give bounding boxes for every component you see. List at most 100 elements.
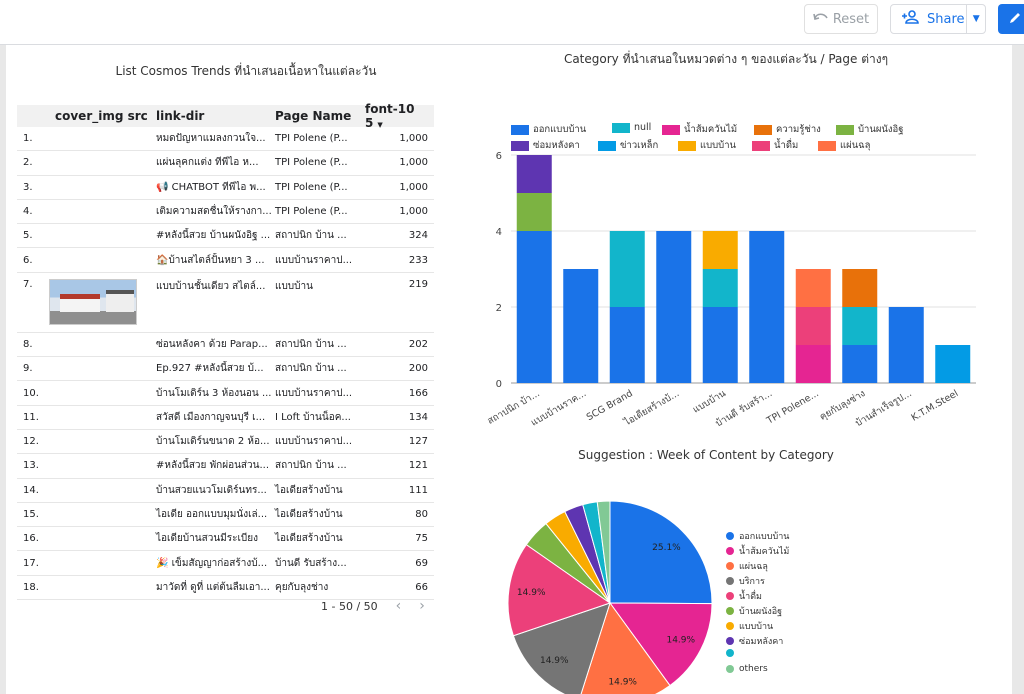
table-row[interactable]: 11. สวัสดี เมืองกาญจนบุรี เ... I Loft บ้าน… — [17, 406, 434, 430]
pie-legend-dot — [726, 592, 734, 600]
legend-item[interactable]: บ้านผนังอิฐ — [836, 122, 904, 137]
pie-slice[interactable] — [609, 602, 713, 687]
pie-legend-label: บ้านผนังอิฐ — [739, 607, 783, 617]
table-row[interactable]: 9. Ep.927 #หลังนี้สวย บ้... สถาปนิก บ้าน .… — [17, 357, 434, 382]
table-row[interactable]: 4. เติมความสดชื่นให้รางกา... TPI Polene (P… — [17, 200, 434, 225]
pie-slice[interactable] — [579, 601, 671, 694]
pie-slice[interactable] — [525, 522, 611, 604]
legend-item[interactable]: แบบบ้าน — [678, 138, 736, 153]
pie-legend-item[interactable]: บ้านผนังอิฐ — [726, 604, 782, 618]
report-canvas: List Cosmos Trends ที่นำเสนอเนื้อหาในแต่… — [6, 45, 1012, 694]
pie-slice[interactable] — [545, 510, 611, 604]
pie-slice[interactable] — [507, 543, 612, 637]
bar-segment[interactable] — [888, 307, 924, 383]
bar-segment[interactable] — [842, 345, 878, 383]
bar-segment[interactable] — [702, 231, 738, 269]
bar-segment[interactable] — [749, 231, 785, 383]
legend-swatch — [836, 124, 854, 135]
legend-item[interactable]: ออกแบบบ้าน — [511, 122, 586, 137]
pie-slice[interactable] — [582, 501, 611, 604]
pie-legend-item[interactable]: บริการ — [726, 574, 765, 588]
table-row[interactable]: 5. #หลังนี้สวย บ้านผนังอิฐ ... สถาปนิก บ้า… — [17, 224, 434, 249]
bar-segment[interactable] — [842, 307, 878, 345]
share-dropdown-icon[interactable]: ▼ — [972, 14, 980, 24]
pie-legend-item[interactable]: แบบบ้าน — [726, 619, 773, 633]
row-page-name: แบบบ้าน — [275, 280, 313, 292]
next-page-icon[interactable]: › — [419, 598, 425, 614]
row-link-dir: เติมความสดชื่นให้รางกา... — [156, 206, 271, 218]
legend-swatch — [598, 140, 616, 151]
pie-slice[interactable] — [596, 500, 611, 604]
table-row[interactable]: 17. 🎉 เข็มสัญญาก่อสร้างบ้... บ้านดี รับสร้… — [17, 551, 434, 576]
table-row[interactable]: 1. หมดปัญหาแมลงกวนใจ... TPI Polene (P... 1,… — [17, 127, 434, 152]
bar-segment[interactable] — [795, 307, 831, 345]
legend-item[interactable]: ซ่อมหลังคา — [511, 138, 580, 153]
pie-legend-label: ออกแบบบ้าน — [739, 532, 790, 542]
legend-item[interactable]: null — [612, 122, 651, 133]
undo-icon — [813, 11, 829, 27]
bar-segment[interactable] — [795, 269, 831, 307]
legend-item[interactable]: น้ำดื่ม — [752, 138, 798, 153]
header-page-name[interactable]: Page Name — [275, 109, 352, 123]
bar-segment[interactable] — [935, 345, 971, 383]
row-link-dir: มาวัดที่ ดูที่ แต่ต้นลืมเอา... — [156, 581, 270, 593]
bar-segment[interactable] — [516, 193, 552, 231]
row-link-dir: แผ่นลุคกแต่ง ทีพีไอ ห... — [156, 157, 259, 169]
bar-segment[interactable] — [656, 231, 692, 383]
row-value: 80 — [415, 509, 428, 520]
pie-legend-item[interactable]: น้ำส้มควันไม้ — [726, 544, 789, 558]
pie-slice[interactable] — [512, 602, 611, 694]
pie-legend-item[interactable]: แผ่นฉลุ — [726, 559, 768, 573]
table-row[interactable]: 7. แบบบ้านชั้นเดียว สไตล์... แบบบ้าน 219 — [17, 273, 434, 333]
bar-segment[interactable] — [609, 307, 645, 383]
legend-item[interactable]: แผ่นฉลุ — [818, 138, 870, 153]
pager-label: 1 - 50 / 50 — [321, 599, 378, 613]
bar-segment[interactable] — [702, 307, 738, 383]
bar-segment[interactable] — [842, 269, 878, 307]
table-row[interactable]: 6. 🏠บ้านสไตล์ปั้นหยา 3 ... แบบบ้านราคาป...… — [17, 248, 434, 273]
row-value: 111 — [408, 484, 428, 496]
bar-segment[interactable] — [702, 269, 738, 307]
pie-slice[interactable] — [564, 504, 611, 604]
table-row[interactable]: 12. บ้านโมเดิร์นขนาด 2 ห้อ... แบบบ้านราคาป… — [17, 430, 434, 455]
pie-legend-item[interactable] — [726, 649, 739, 657]
table-row[interactable]: 13. #หลังนี้สวย พักผ่อนส่วน... สถาปนิก บ้า… — [17, 454, 434, 479]
table-row[interactable]: 8. ซ่อนหลังคา ด้วย Parap... สถาปนิก บ้าน .… — [17, 333, 434, 358]
header-link-dir[interactable]: link-dir — [156, 109, 205, 123]
bar-segment[interactable] — [516, 155, 552, 193]
bar-segment[interactable] — [563, 269, 599, 383]
x-tick-label: TPI Polene... — [764, 388, 821, 427]
share-button[interactable]: Share ▼ — [890, 4, 986, 34]
header-cover-img[interactable]: cover_img src — [55, 109, 148, 123]
table-row[interactable]: 10. บ้านโมเดิร์น 3 ห้องนอน ... แบบบ้านราคา… — [17, 381, 434, 406]
legend-label: ความรู้ช่าง — [776, 124, 821, 135]
edit-button[interactable] — [998, 4, 1024, 34]
table-row[interactable]: 16. ไอเดียบ้านสวนมีระเบียง ไอเดียสร้างบ้าน… — [17, 527, 434, 552]
row-index: 17. — [23, 557, 39, 569]
table-row[interactable]: 18. มาวัดที่ ดูที่ แต่ต้นลืมเอา... คุยกับล… — [17, 576, 434, 601]
reset-button[interactable]: Reset — [804, 4, 878, 34]
legend-item[interactable]: น้ำส้มควันไม้ — [662, 122, 737, 137]
pie-slice[interactable] — [609, 500, 713, 605]
bar-segment[interactable] — [609, 231, 645, 307]
pie-legend-item[interactable]: ออกแบบบ้าน — [726, 529, 789, 543]
table-row[interactable]: 14. บ้านสวยแนวโมเดิร์นทร... ไอเดียสร้างบ้า… — [17, 479, 434, 503]
pie-legend-label: แผ่นฉลุ — [739, 562, 768, 572]
pie-legend-item[interactable]: น้ำดื่ม — [726, 589, 762, 603]
table-row[interactable]: 15. ไอเดีย ออกแบบมุมนั่งเล่... ไอเดียสร้าง… — [17, 503, 434, 528]
cover-thumbnail[interactable] — [49, 278, 137, 325]
legend-item[interactable]: ข่าวเหล็ก — [598, 138, 658, 153]
legend-swatch — [818, 140, 836, 151]
row-value: 1,000 — [399, 181, 428, 193]
header-font[interactable]: font-10 5 ▼ — [359, 102, 434, 130]
table-row[interactable]: 2. แผ่นลุคกแต่ง ทีพีไอ ห... TPI Polene (P.… — [17, 151, 434, 176]
table-row[interactable]: 3. 📢 CHATBOT ทีพีไอ พ... TPI Polene (P... 1… — [17, 176, 434, 200]
prev-page-icon[interactable]: ‹ — [395, 598, 402, 614]
legend-item[interactable]: ความรู้ช่าง — [754, 122, 821, 137]
pie-legend-item[interactable]: ซ่อมหลังคา — [726, 634, 783, 648]
pencil-icon — [1008, 10, 1022, 29]
pie-legend-item[interactable]: others — [726, 664, 768, 674]
bar-segment[interactable] — [516, 231, 552, 383]
header-font-label: font-10 5 — [365, 102, 415, 130]
bar-segment[interactable] — [795, 345, 831, 383]
